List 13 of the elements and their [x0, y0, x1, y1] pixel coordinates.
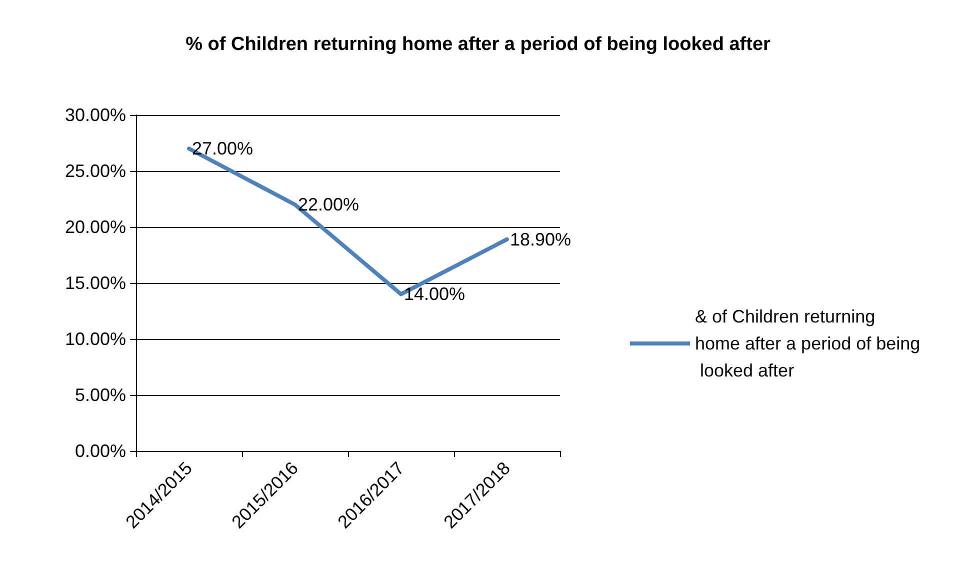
y-tick-label: 30.00% [64, 105, 126, 125]
data-label: 18.90% [510, 229, 572, 250]
y-tick-label: 0.00% [74, 441, 126, 461]
y-tick-label: 15.00% [64, 273, 126, 293]
data-label: 22.00% [298, 194, 360, 215]
y-tick-label: 20.00% [64, 217, 126, 237]
data-label: 27.00% [192, 138, 254, 159]
legend-label: & of Children returning home after a period of being looked after [695, 306, 920, 380]
y-tick-label: 25.00% [64, 161, 126, 181]
y-tick-label: 10.00% [64, 329, 126, 349]
data-label: 14.00% [404, 284, 466, 304]
chart-title: % of Children returning home after a period of being looked after [186, 34, 772, 55]
y-tick-label: 5.00% [74, 385, 126, 405]
